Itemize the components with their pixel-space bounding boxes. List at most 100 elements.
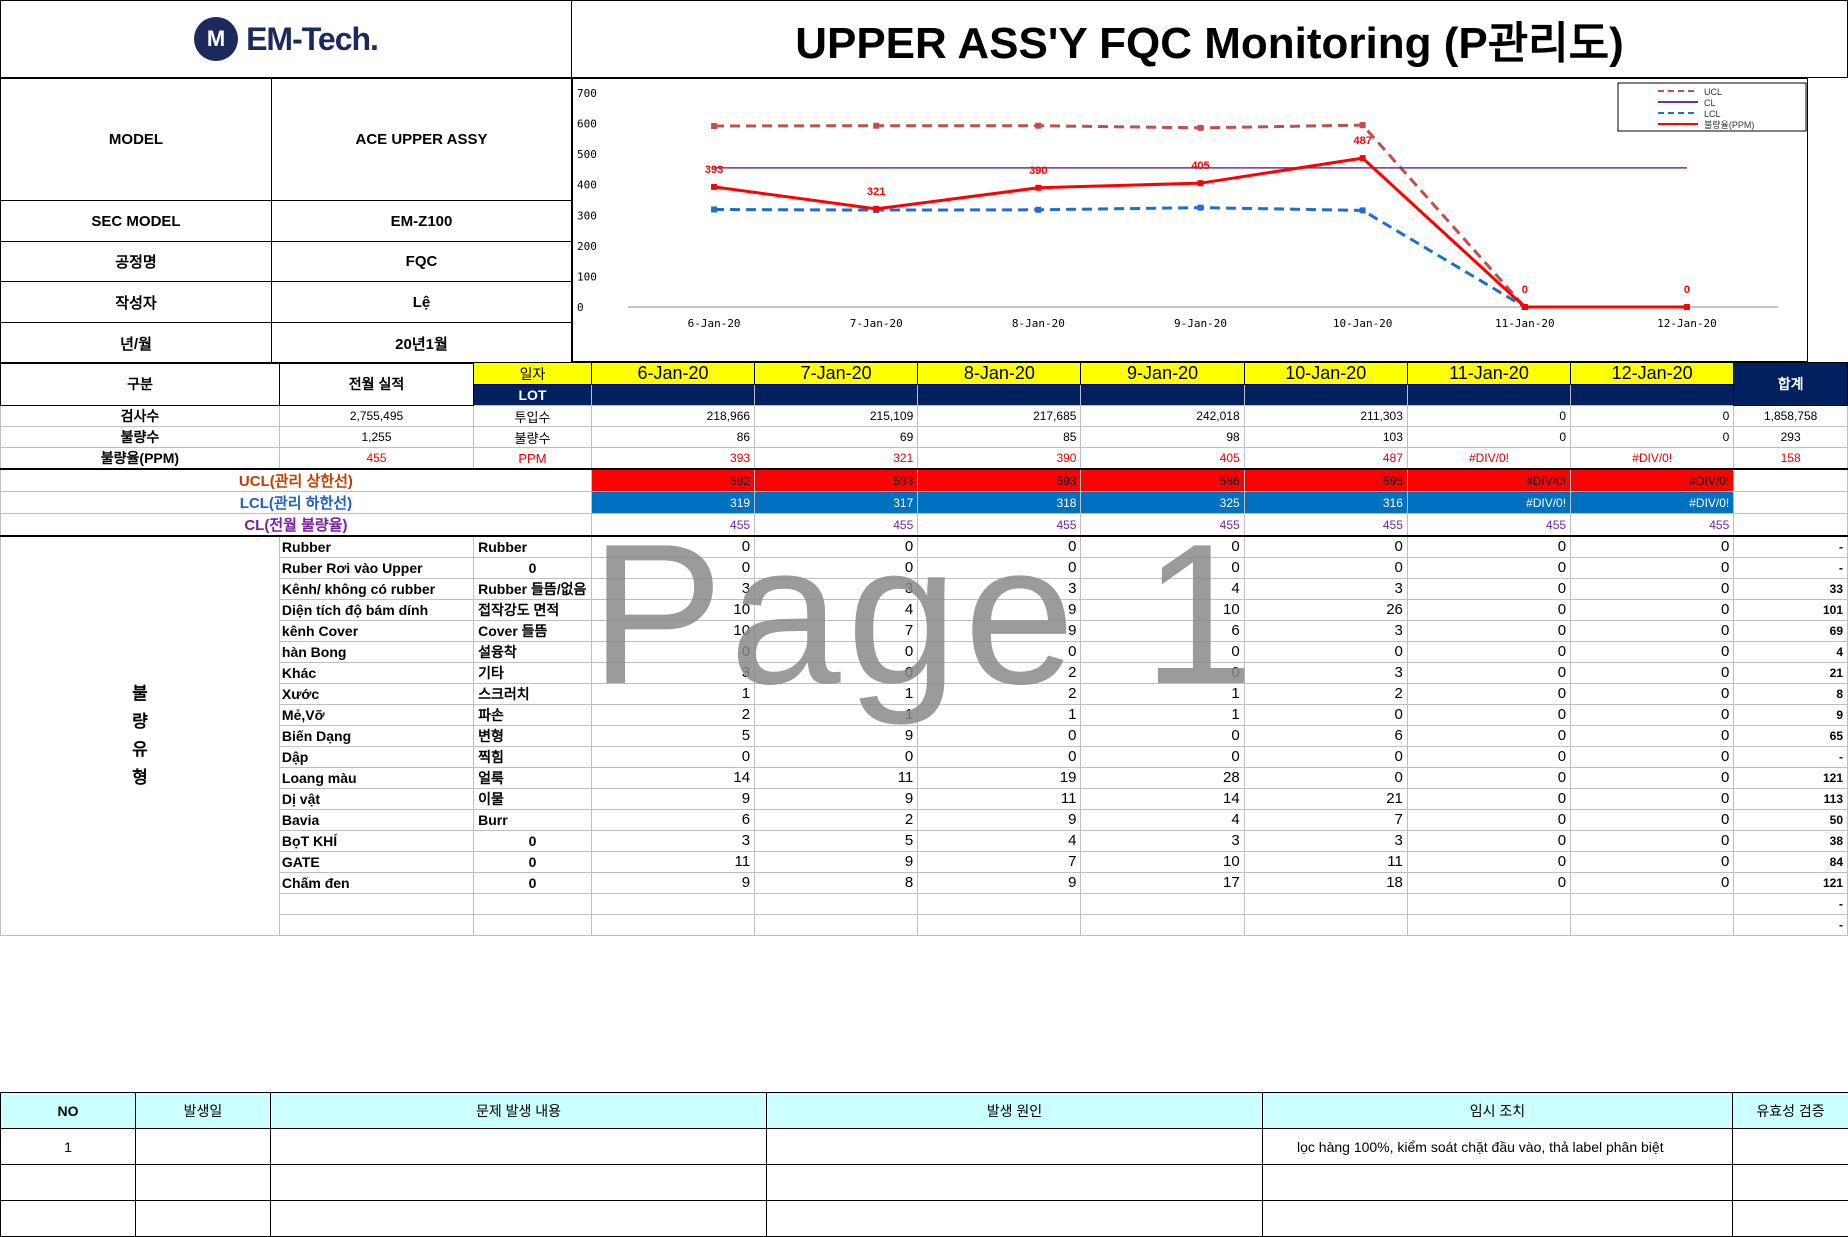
defect-count[interactable]: 1 <box>1081 683 1244 704</box>
day-value[interactable]: 242,018 <box>1081 406 1244 427</box>
defect-count[interactable] <box>918 893 1081 914</box>
defect-count[interactable]: 0 <box>755 746 918 767</box>
defect-count[interactable]: 0 <box>1407 662 1570 683</box>
defect-count[interactable]: 0 <box>1081 725 1244 746</box>
control-line-value[interactable]: 325 <box>1081 492 1244 514</box>
defect-count[interactable]: 1 <box>918 704 1081 725</box>
defect-count[interactable] <box>755 893 918 914</box>
defect-count[interactable]: 0 <box>591 641 754 662</box>
defect-count[interactable]: 11 <box>1244 851 1407 872</box>
defect-name-kr[interactable]: 0 <box>474 557 592 578</box>
defect-count[interactable]: 3 <box>591 830 754 851</box>
info-value[interactable]: FQC <box>272 242 572 282</box>
defect-total[interactable]: - <box>1734 557 1848 578</box>
defect-count[interactable]: 6 <box>1081 620 1244 641</box>
issue-date[interactable] <box>136 1129 271 1165</box>
defect-count[interactable]: 0 <box>1081 641 1244 662</box>
issue-action[interactable]: lọc hàng 100%, kiểm soát chặt đầu vào, t… <box>1263 1129 1733 1165</box>
defect-name-kr[interactable]: 변형 <box>474 725 592 746</box>
defect-total[interactable]: 4 <box>1734 641 1848 662</box>
control-line-value[interactable]: 455 <box>918 514 1081 537</box>
defect-total[interactable]: - <box>1734 746 1848 767</box>
defect-count[interactable]: 0 <box>1244 704 1407 725</box>
defect-count[interactable]: 0 <box>1407 830 1570 851</box>
defect-count[interactable]: 4 <box>755 599 918 620</box>
defect-count[interactable]: 0 <box>1571 641 1734 662</box>
defect-count[interactable]: 14 <box>591 767 754 788</box>
defect-total[interactable]: 8 <box>1734 683 1848 704</box>
defect-count[interactable]: 7 <box>755 620 918 641</box>
day-value[interactable]: 321 <box>755 448 918 470</box>
defect-count[interactable]: 9 <box>755 725 918 746</box>
defect-count[interactable]: 1 <box>591 683 754 704</box>
defect-total[interactable]: 9 <box>1734 704 1848 725</box>
defect-total[interactable]: 113 <box>1734 788 1848 809</box>
defect-count[interactable]: 3 <box>1244 578 1407 599</box>
control-line-value[interactable]: 455 <box>1081 514 1244 537</box>
defect-total[interactable]: 101 <box>1734 599 1848 620</box>
defect-count[interactable]: 2 <box>755 809 918 830</box>
defect-count[interactable]: 0 <box>1571 746 1734 767</box>
defect-name-vn[interactable]: Rubber <box>279 536 473 557</box>
defect-name-vn[interactable]: Bavia <box>279 809 473 830</box>
day-value[interactable]: 390 <box>918 448 1081 470</box>
defect-count[interactable]: 9 <box>918 809 1081 830</box>
defect-count[interactable]: 0 <box>1407 704 1570 725</box>
defect-total[interactable]: - <box>1734 893 1848 914</box>
summary-value[interactable]: 1,255 <box>279 427 473 448</box>
defect-count[interactable]: 8 <box>755 872 918 893</box>
control-line-total[interactable] <box>1734 469 1848 492</box>
defect-total[interactable]: 65 <box>1734 725 1848 746</box>
defect-count[interactable]: 0 <box>591 746 754 767</box>
defect-count[interactable]: 4 <box>918 830 1081 851</box>
control-line-value[interactable]: #DIV/0! <box>1407 469 1570 492</box>
empty-cell[interactable] <box>1733 1165 1848 1201</box>
defect-count[interactable]: 28 <box>1081 767 1244 788</box>
defect-count[interactable]: 0 <box>1571 557 1734 578</box>
defect-name-vn[interactable]: Diện tích độ bám dính <box>279 599 473 620</box>
defect-name-vn[interactable]: Biến Dạng <box>279 725 473 746</box>
defect-count[interactable]: 21 <box>1244 788 1407 809</box>
issue-no[interactable]: 1 <box>1 1129 136 1165</box>
defect-name-kr[interactable]: 기타 <box>474 662 592 683</box>
defect-count[interactable]: 0 <box>1407 683 1570 704</box>
defect-count[interactable] <box>1081 893 1244 914</box>
day-value[interactable]: 215,109 <box>755 406 918 427</box>
defect-name-vn[interactable]: Dập <box>279 746 473 767</box>
defect-count[interactable]: 17 <box>1081 872 1244 893</box>
defect-count[interactable]: 3 <box>1244 662 1407 683</box>
defect-count[interactable]: 10 <box>1081 599 1244 620</box>
defect-count[interactable]: 0 <box>918 536 1081 557</box>
defect-count[interactable]: 6 <box>1244 725 1407 746</box>
control-line-value[interactable]: 318 <box>918 492 1081 514</box>
defect-count[interactable]: 18 <box>1244 872 1407 893</box>
day-value[interactable]: 69 <box>755 427 918 448</box>
defect-name-kr[interactable] <box>474 914 592 935</box>
defect-count[interactable]: 0 <box>1081 536 1244 557</box>
control-line-value[interactable]: 319 <box>591 492 754 514</box>
defect-name-vn[interactable]: kênh Cover <box>279 620 473 641</box>
defect-count[interactable]: 0 <box>1571 683 1734 704</box>
defect-count[interactable]: 0 <box>1407 620 1570 641</box>
defect-count[interactable]: 0 <box>1244 557 1407 578</box>
defect-count[interactable] <box>918 914 1081 935</box>
defect-count[interactable]: 0 <box>1407 788 1570 809</box>
defect-name-kr[interactable]: 접작강도 면적 <box>474 599 592 620</box>
summary-value[interactable]: 2,755,495 <box>279 406 473 427</box>
control-line-value[interactable]: 586 <box>1081 469 1244 492</box>
defect-count[interactable]: 0 <box>1407 872 1570 893</box>
control-line-value[interactable]: 593 <box>918 469 1081 492</box>
day-value[interactable]: 98 <box>1081 427 1244 448</box>
defect-count[interactable] <box>591 914 754 935</box>
lot-cell[interactable] <box>1081 385 1244 406</box>
defect-count[interactable]: 0 <box>1571 872 1734 893</box>
defect-name-kr[interactable]: 0 <box>474 872 592 893</box>
defect-count[interactable]: 26 <box>1244 599 1407 620</box>
defect-count[interactable] <box>1407 893 1570 914</box>
defect-count[interactable]: 9 <box>591 872 754 893</box>
defect-count[interactable]: 0 <box>1244 536 1407 557</box>
control-line-value[interactable]: 317 <box>755 492 918 514</box>
defect-count[interactable]: 0 <box>918 557 1081 578</box>
defect-count[interactable]: 0 <box>1571 788 1734 809</box>
defect-count[interactable]: 5 <box>755 830 918 851</box>
